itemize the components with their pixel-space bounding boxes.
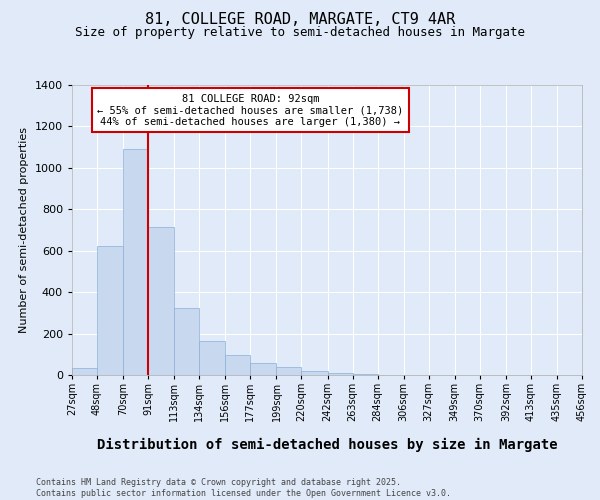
- Bar: [199, 341, 226, 375]
- Bar: [123, 149, 148, 375]
- Text: 81, COLLEGE ROAD, MARGATE, CT9 4AR: 81, COLLEGE ROAD, MARGATE, CT9 4AR: [145, 12, 455, 28]
- Text: Distribution of semi-detached houses by size in Margate: Distribution of semi-detached houses by …: [97, 438, 557, 452]
- Bar: [72, 368, 97, 375]
- Bar: [174, 308, 199, 375]
- Bar: [226, 356, 250, 375]
- Bar: [250, 362, 277, 375]
- Text: 81 COLLEGE ROAD: 92sqm
← 55% of semi-detached houses are smaller (1,738)
44% of : 81 COLLEGE ROAD: 92sqm ← 55% of semi-det…: [97, 94, 404, 127]
- Bar: [148, 227, 174, 375]
- Text: Size of property relative to semi-detached houses in Margate: Size of property relative to semi-detach…: [75, 26, 525, 39]
- Bar: [353, 374, 377, 375]
- Bar: [328, 373, 353, 375]
- Bar: [97, 246, 123, 375]
- Bar: [277, 366, 301, 375]
- Bar: [301, 371, 328, 375]
- Text: Contains HM Land Registry data © Crown copyright and database right 2025.
Contai: Contains HM Land Registry data © Crown c…: [36, 478, 451, 498]
- Y-axis label: Number of semi-detached properties: Number of semi-detached properties: [19, 127, 29, 333]
